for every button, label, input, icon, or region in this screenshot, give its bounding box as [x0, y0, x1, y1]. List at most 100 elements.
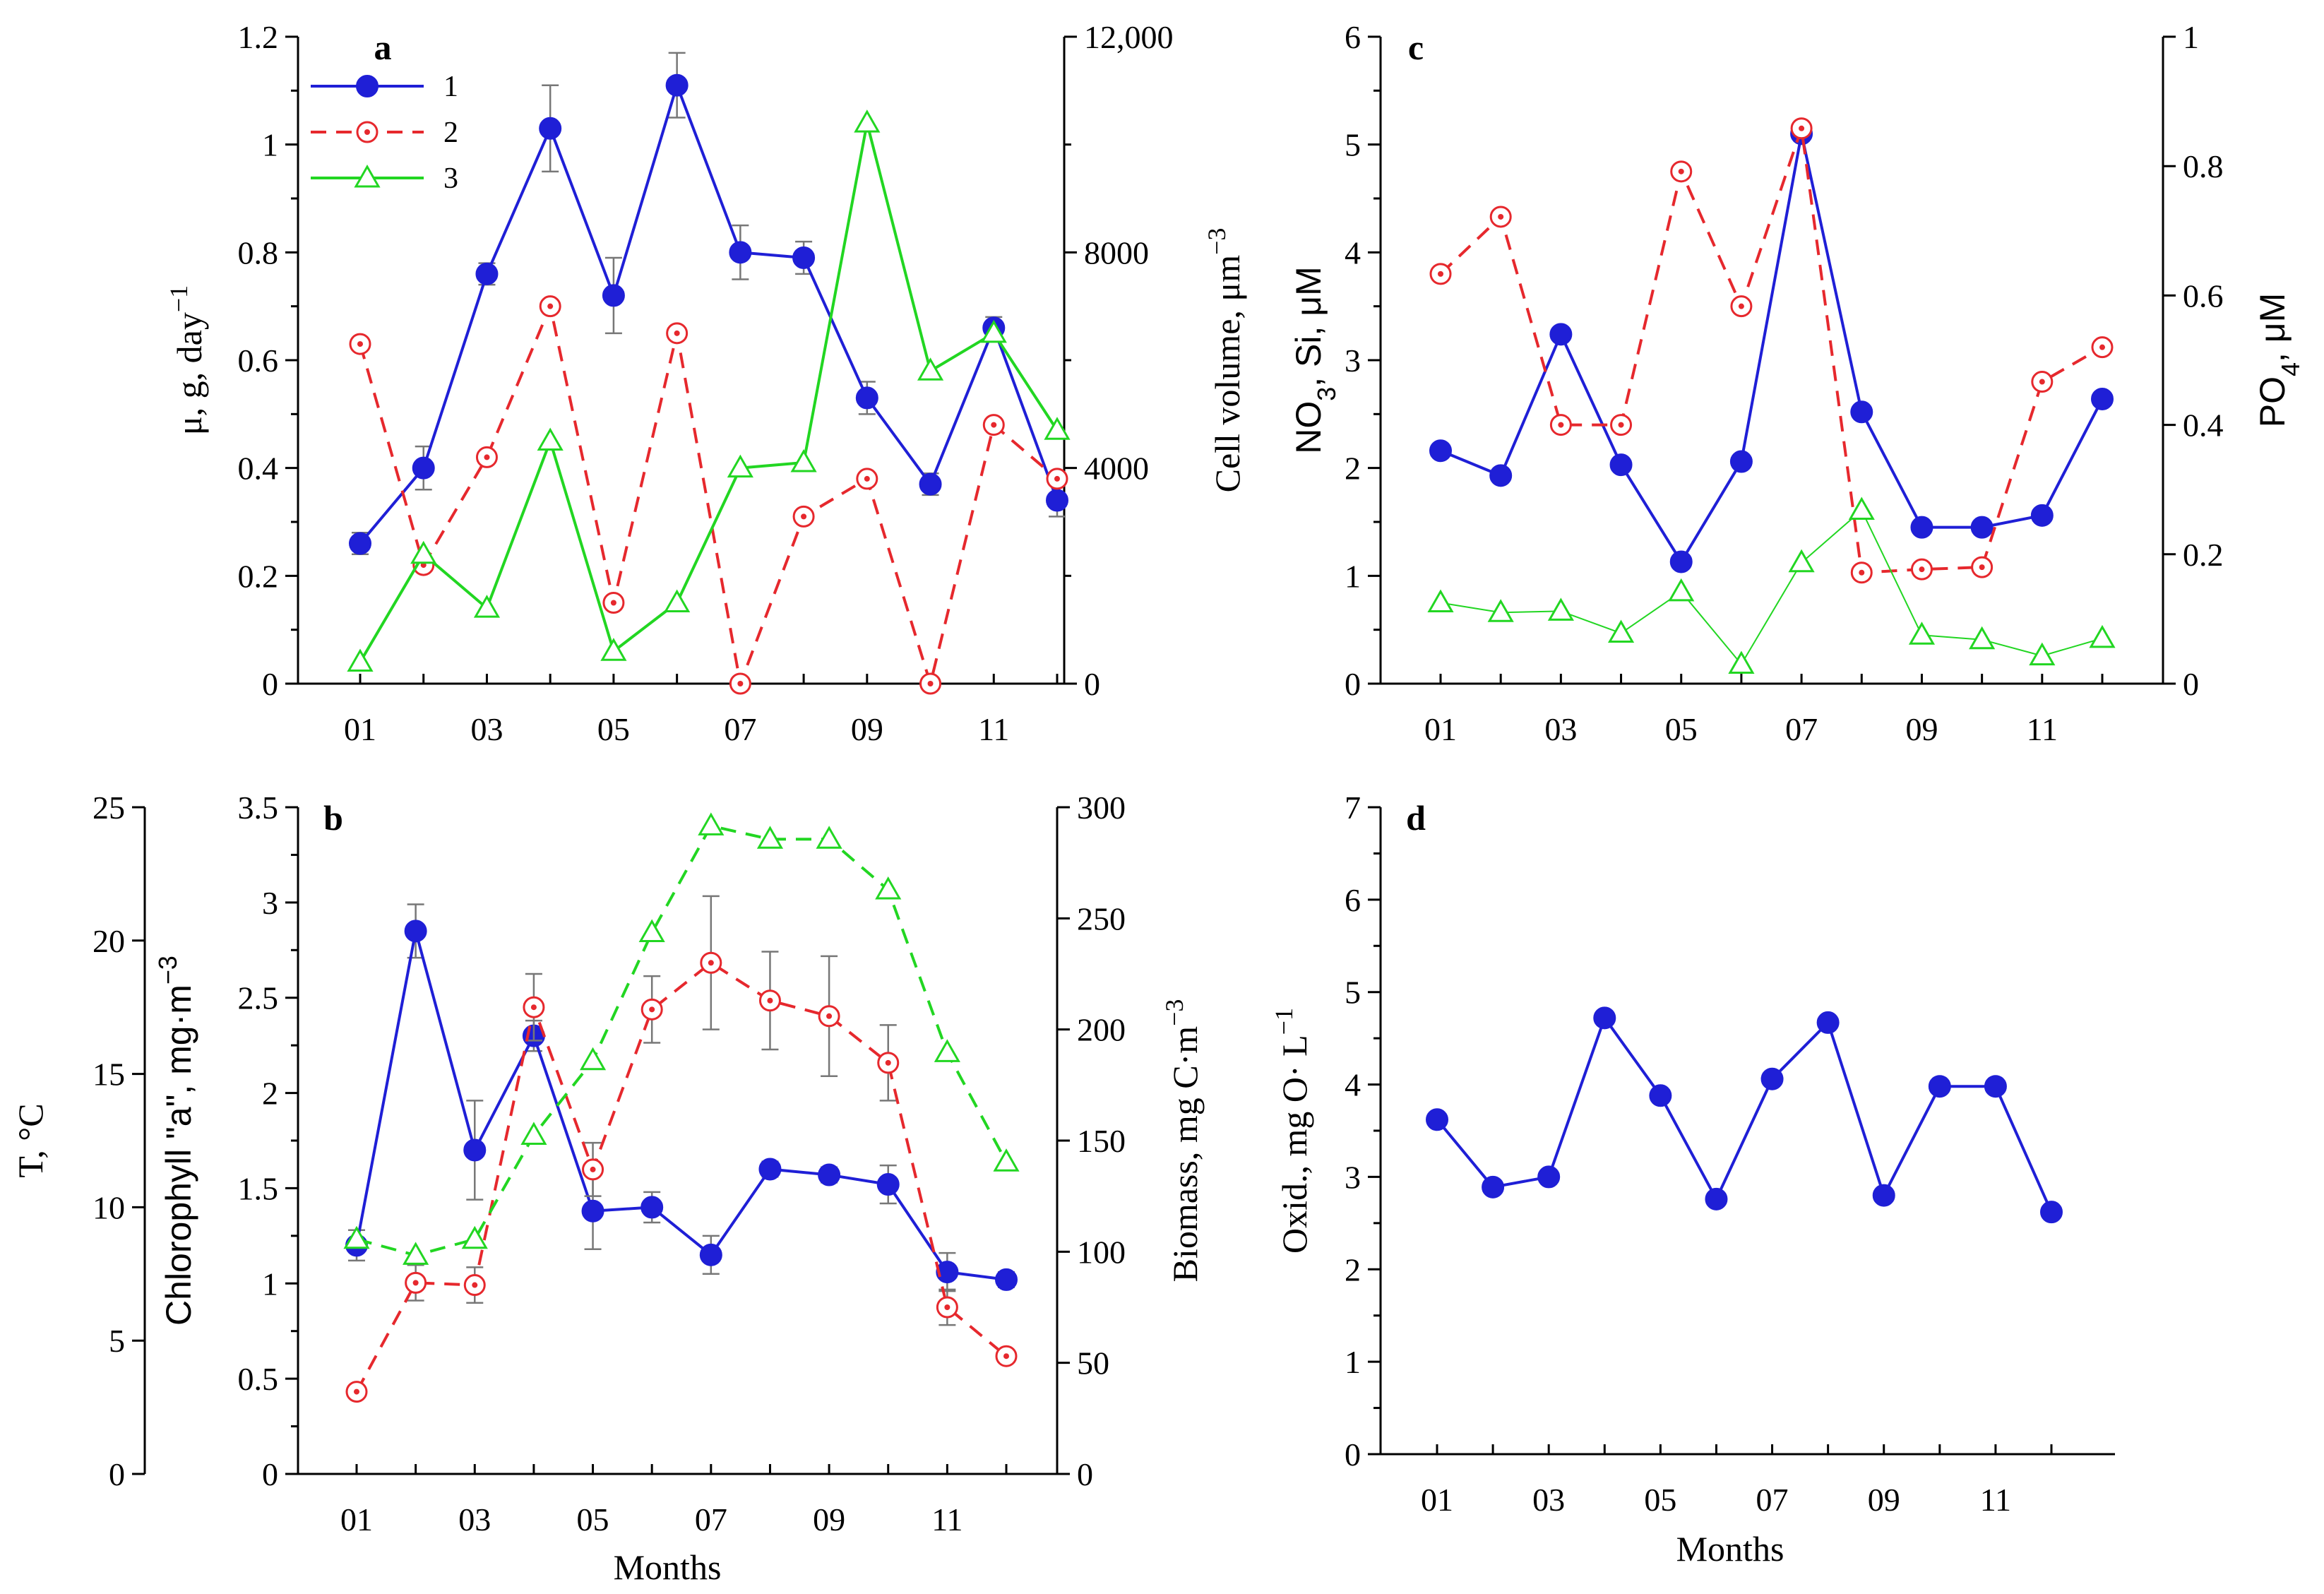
data-point-dot: [1498, 213, 1504, 220]
right-axis-title-part: −3: [1203, 228, 1231, 255]
left-y-tick-label: 0: [262, 666, 278, 702]
series-Chlorophyll a: [345, 903, 1018, 1292]
left-axis-title-part: 3: [1312, 387, 1341, 401]
data-point: [537, 427, 564, 451]
right-y-tick-label: 1: [2183, 19, 2199, 55]
x-tick-label: 05: [1665, 711, 1698, 747]
data-point: [404, 920, 427, 943]
data-point: [343, 1225, 370, 1249]
data-point: [412, 456, 435, 480]
data-point: [1908, 621, 1936, 645]
data-point-dot: [944, 1304, 951, 1310]
panel-b: 01 03 05 07 09 1100.511.522.533.5050100150200…: [11, 790, 1205, 1587]
data-point-dot: [412, 1280, 419, 1286]
x-tick-label: 03: [458, 1501, 491, 1538]
data-point-dot: [610, 600, 616, 606]
left-y-tick-label: 1: [1345, 558, 1361, 594]
left-axis-title: Oxid., mg O· L−1: [1270, 1008, 1314, 1254]
data-point-dot: [1859, 569, 1865, 576]
data-point: [579, 1047, 607, 1071]
right-y-tick-label: 12,000: [1084, 19, 1174, 55]
data-point: [2040, 1201, 2063, 1224]
x-tick-label: 09: [851, 711, 883, 747]
right-y-tick-label: 0.2: [2183, 537, 2224, 573]
data-point: [539, 117, 562, 140]
data-point: [816, 826, 842, 849]
data-point: [1910, 516, 1933, 539]
series-3: [347, 109, 1071, 672]
series-line: [355, 929, 1007, 1281]
left-y-tick-label: 0.5: [238, 1361, 279, 1397]
data-point-dot: [1919, 566, 1925, 573]
x-tick-label: 11: [978, 711, 1009, 747]
series-Temperature: [343, 812, 1020, 1265]
right-y-tick-label: 0.6: [2183, 278, 2224, 314]
left-axis-title: μ, g, day−1: [165, 285, 209, 435]
right-axis-title-part: 4: [2276, 362, 2305, 376]
data-point: [1427, 589, 1454, 612]
left-y-tick-label: 5: [1345, 127, 1361, 163]
right-axis-title: Cell volume, μm−3: [1203, 228, 1247, 493]
data-point: [347, 648, 374, 672]
x-tick-label: 07: [1756, 1482, 1789, 1518]
data-point: [349, 532, 371, 555]
left-y-tick-label: 0.2: [238, 558, 279, 594]
data-point: [1487, 599, 1514, 622]
series-line: [1439, 126, 2103, 574]
left-y-tick-label: 1.2: [238, 19, 279, 55]
left-y-tick-label: 2.5: [238, 980, 279, 1016]
data-point: [1850, 400, 1873, 424]
right-y-tick-label: 0: [1077, 1456, 1093, 1492]
data-point: [756, 826, 784, 849]
data-point: [917, 357, 944, 381]
right-axis-title: PO4, μM: [2253, 293, 2305, 428]
left-axis-title-part: −1: [1270, 1008, 1298, 1035]
panel-label: a: [374, 28, 392, 67]
data-point: [2030, 504, 2054, 527]
outer-y-tick-label: 15: [93, 1057, 125, 1093]
data-point-dot: [357, 341, 363, 347]
data-point-dot: [1738, 303, 1744, 309]
data-point: [475, 262, 499, 285]
data-point-dot: [530, 1004, 537, 1011]
x-tick-label: 01: [1424, 711, 1457, 747]
data-point: [1928, 1075, 1951, 1098]
legend-label: 2: [443, 117, 458, 149]
data-point: [792, 246, 816, 269]
series-line: [356, 824, 1008, 1257]
data-point: [602, 284, 625, 307]
data-point: [1728, 650, 1755, 674]
legend-marker: [356, 75, 379, 97]
left-y-tick-label: 3.5: [238, 790, 279, 826]
right-axis-title-part: −3: [1160, 999, 1188, 1026]
data-point: [463, 1138, 487, 1162]
x-tick-label: 07: [724, 711, 756, 747]
data-point: [1426, 1108, 1448, 1131]
data-point: [1537, 1165, 1561, 1189]
left-y-tick-label: 6: [1345, 19, 1361, 55]
data-point: [980, 319, 1007, 343]
data-point-dot: [1799, 125, 1805, 131]
x-tick-label: 11: [1980, 1482, 2011, 1518]
x-tick-label: 01: [340, 1501, 373, 1538]
data-point: [1609, 453, 1633, 477]
right-axis-title-part: PO: [2253, 376, 2292, 427]
data-point: [520, 1122, 547, 1145]
left-y-tick-label: 0.4: [238, 451, 279, 487]
data-point: [699, 1243, 722, 1266]
data-point: [995, 1268, 1018, 1291]
data-point: [640, 1196, 664, 1219]
data-point-dot: [927, 681, 934, 686]
x-tick-label: 05: [577, 1501, 609, 1538]
series-line: [1436, 1016, 2053, 1213]
legend-label: 3: [443, 162, 458, 195]
data-point: [876, 1173, 900, 1196]
panel-label: b: [323, 798, 343, 838]
series-line: [1440, 132, 2104, 564]
data-point: [1816, 1011, 1840, 1034]
left-y-tick-label: 6: [1345, 882, 1361, 918]
panel-label: d: [1406, 798, 1426, 838]
series-line: [359, 121, 1059, 663]
